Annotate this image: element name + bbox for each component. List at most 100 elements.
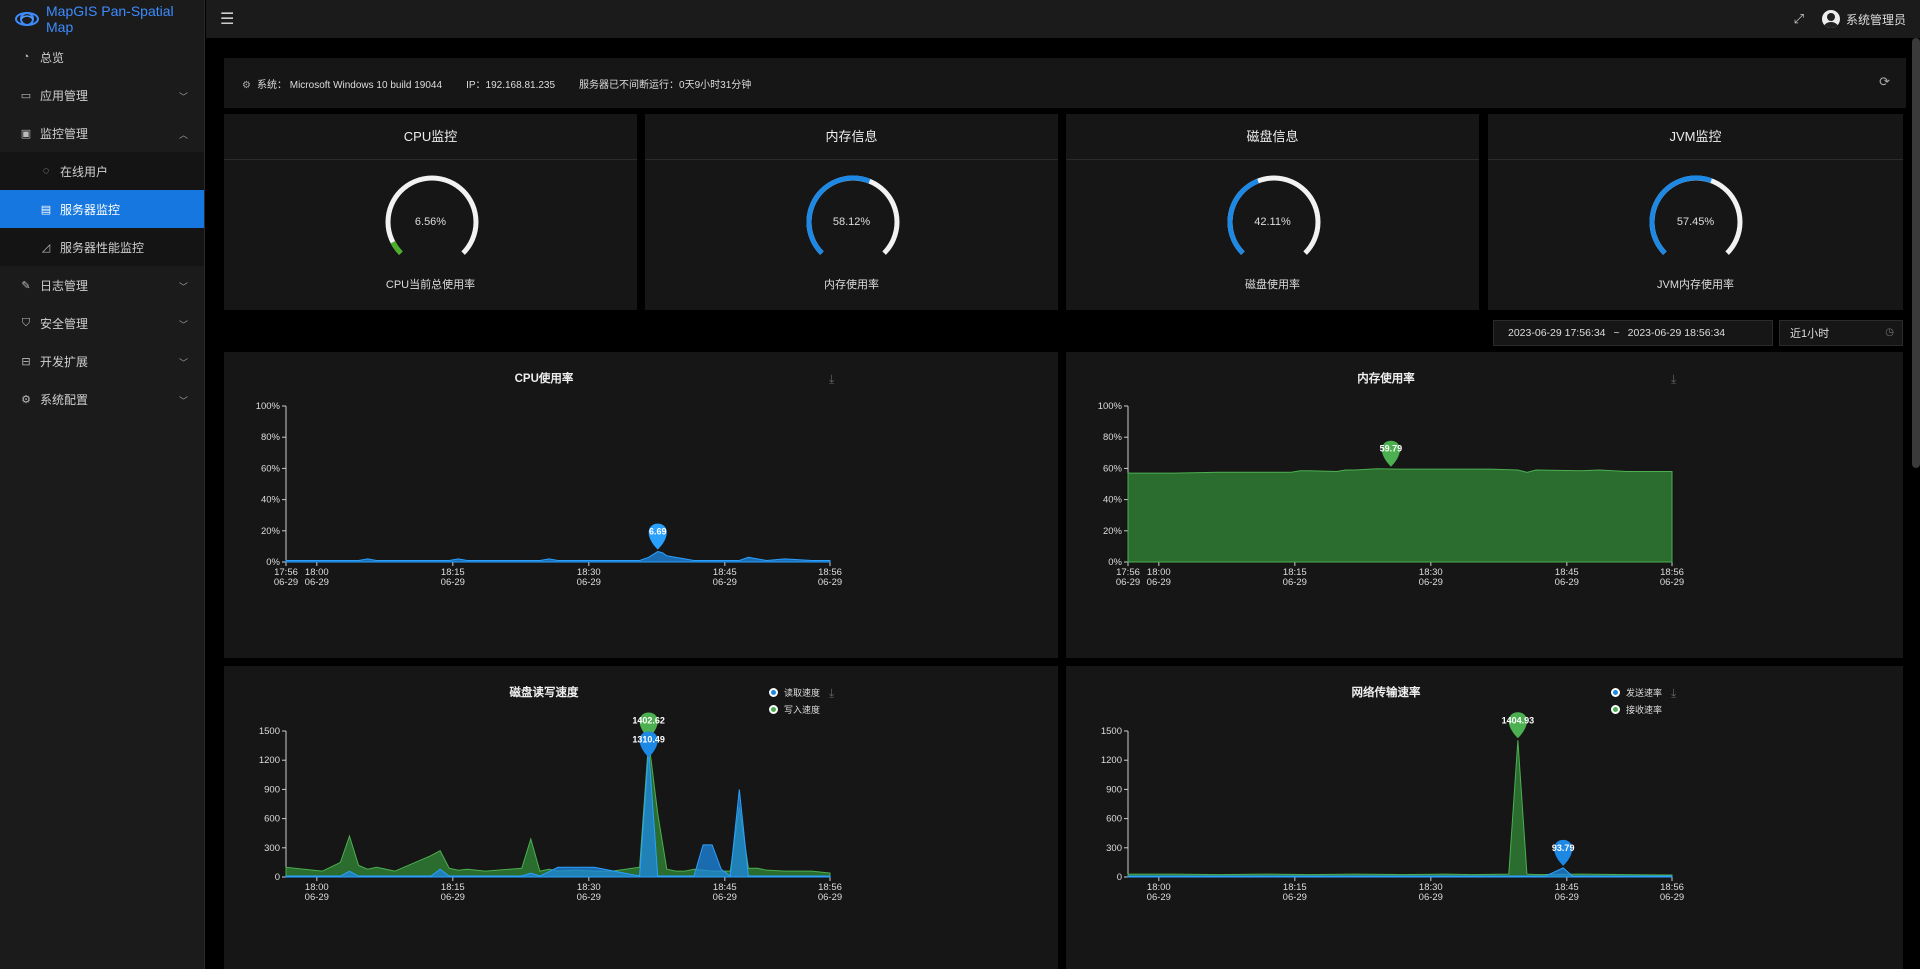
sidebar-item[interactable]: ◿ 服务器性能监控 [0,228,204,266]
chevron-down-icon: ﹀ [178,92,188,102]
gauge-value: 6.56% [414,216,447,228]
uptime-info: 服务器已不间断运行：0天9小时31分钟 [579,76,751,91]
disk-gauge [1227,175,1321,255]
settings-icon: ⚙ [242,79,251,91]
legend-item[interactable]: 写入速度 [769,701,820,718]
y-tick-label: 40% [1103,495,1123,506]
cpu-gauge-card: CPU监控 6.56% CPU当前总使用率 [224,114,637,310]
gauge-label: 磁盘使用率 [1245,279,1300,291]
fullscreen-icon[interactable]: ⤢ [1793,11,1804,26]
download-icon[interactable]: ⤓ [829,372,835,386]
sidebar-item-label: 总览 [40,50,65,65]
sidebar-item[interactable]: ⊟ 开发扩展 ﹀ [0,342,204,380]
x-tick-label: 17:56 [1116,567,1140,578]
jvm-gauge-card: JVM监控 57.45% JVM内存使用率 [1488,114,1903,310]
globe-logo-icon [15,12,39,26]
y-tick-label: 0% [1108,557,1122,568]
x-tick-date: 06-29 [441,577,465,588]
network-chart-card: 网络传输速率 ⤓ 发送速率 接收速率 0 300 600 900 1200 1500 18:… [1066,666,1903,969]
y-tick-label: 1200 [1101,755,1122,766]
download-icon[interactable]: ⤓ [1671,372,1677,386]
y-tick-label: 600 [1106,814,1122,825]
x-tick-date: 06-29 [577,892,601,903]
range-preset-value: 近1小时 [1790,328,1830,340]
sidebar-item[interactable]: ⛉ 安全管理 ﹀ [0,304,204,342]
y-tick-label: 40% [261,495,281,506]
sidebar-item[interactable]: ◔ 总览 [0,38,204,76]
performance-icon: ◿ [41,241,51,254]
x-tick-label: 18:15 [1283,882,1307,893]
sidebar-item[interactable]: ▣ 监控管理 ︿ [0,114,204,152]
x-tick-label: 18:15 [1283,567,1307,578]
x-tick-label: 18:00 [305,882,329,893]
x-tick-date: 06-29 [1283,577,1307,588]
main-content: ⚙ 系统： Microsoft Windows 10 build 19044 IP… [206,38,1906,969]
sidebar-item-label: 在线用户 [60,164,109,179]
x-tick-date: 06-29 [305,892,329,903]
legend-label: 发送速率 [1626,688,1663,698]
chart-title: 内存使用率 [1357,373,1415,385]
refresh-icon[interactable]: ⟳ [1879,74,1890,89]
page-scrollbar[interactable] [1912,38,1920,468]
user-menu[interactable]: 系统管理员 [1821,10,1906,28]
x-tick-date: 06-29 [441,892,465,903]
card-title: CPU监控 [224,114,637,160]
card-title: JVM监控 [1488,114,1903,160]
cpu-usage-chart: 0%20%40%60%80%100%17:5606-2918:0006-2918… [256,401,842,588]
range-start[interactable]: 2023-06-29 17:56:34 [1508,327,1606,339]
chart-legend: 发送速率 接收速率 [1611,684,1662,718]
gauge-fill [806,175,871,255]
legend-item[interactable]: 接收速率 [1611,701,1662,718]
range-end[interactable]: 2023-06-29 18:56:34 [1627,327,1726,339]
disk-io-chart: 03006009001200150018:0006-2918:1506-2918… [259,712,842,903]
chart-legend: 读取速度 写入速度 [769,684,820,718]
app-logo[interactable]: MapGIS Pan-Spatial Map [0,0,204,38]
y-tick-label: 80% [261,432,281,443]
data-marker-label: 1310.49 [632,734,665,744]
x-tick-label: 18:56 [818,882,842,893]
data-marker-pin [648,523,667,550]
data-marker-label: 93.79 [1552,843,1575,853]
y-tick-label: 60% [1103,463,1123,474]
sidebar-item[interactable]: ◌ 在线用户 [0,152,204,190]
sidebar-item[interactable]: ▤ 服务器监控 [0,190,204,228]
sidebar-item-label: 系统配置 [40,392,89,407]
chevron-down-icon: ﹀ [178,320,188,330]
x-tick-date: 06-29 [1116,577,1140,588]
legend-item[interactable]: 发送速率 [1611,684,1662,701]
y-tick-label: 80% [1103,432,1123,443]
gauge-label: CPU当前总使用率 [385,279,476,291]
x-tick-date: 06-29 [1555,892,1579,903]
sidebar-item[interactable]: ⚙ 系统配置 ﹀ [0,380,204,418]
server-icon: ▤ [40,203,52,216]
legend-dot [1611,705,1620,714]
legend-label: 接收速率 [1626,705,1663,715]
sidebar-nav: ◔ 总览 ▭ 应用管理 ﹀ ▣ 监控管理 ︿ ◌ 在线用户 ▤ 服务器监控 ◿ 服务器性能监控 ✎ 日志管理 ﹀… [0,38,204,418]
extension-icon: ⊟ [21,355,31,368]
download-icon[interactable]: ⤓ [1671,686,1677,700]
x-tick-label: 18:00 [305,567,329,578]
ip-info: IP：192.168.81.235 [466,76,555,91]
gauge-track [385,175,479,255]
online-user-icon: ◌ [42,165,50,177]
memory-gauge [806,175,900,255]
legend-item[interactable]: 读取速度 [769,684,820,701]
legend-label: 读取速度 [784,688,821,698]
menu-fold-icon[interactable]: ☰ [220,11,235,28]
range-preset-select[interactable]: 近1小时 ◷ [1779,320,1903,346]
x-tick-label: 18:30 [577,882,601,893]
disk-gauge-card: 磁盘信息 42.11% 磁盘使用率 [1066,114,1479,310]
legend-dot [769,705,778,714]
y-tick-label: 0% [266,557,280,568]
sidebar-item-label: 日志管理 [40,278,89,293]
sidebar-item-label: 开发扩展 [40,354,89,369]
card-title: 磁盘信息 [1066,114,1479,160]
x-tick-label: 18:56 [1660,567,1684,578]
cpu-usage-chart-card: CPU使用率 ⤓ 0% 20% 40% 60% 80% 100% 17:56 06-29 18:… [224,352,1058,658]
sidebar-item[interactable]: ▭ 应用管理 ﹀ [0,76,204,114]
data-marker-label: 1404.93 [1502,715,1535,725]
download-icon[interactable]: ⤓ [829,686,835,700]
chart-title: 网络传输速率 [1351,687,1421,699]
date-range-picker[interactable]: 2023-06-29 17:56:34 ~ 2023-06-29 18:56:3… [1493,320,1773,346]
sidebar-item[interactable]: ✎ 日志管理 ﹀ [0,266,204,304]
